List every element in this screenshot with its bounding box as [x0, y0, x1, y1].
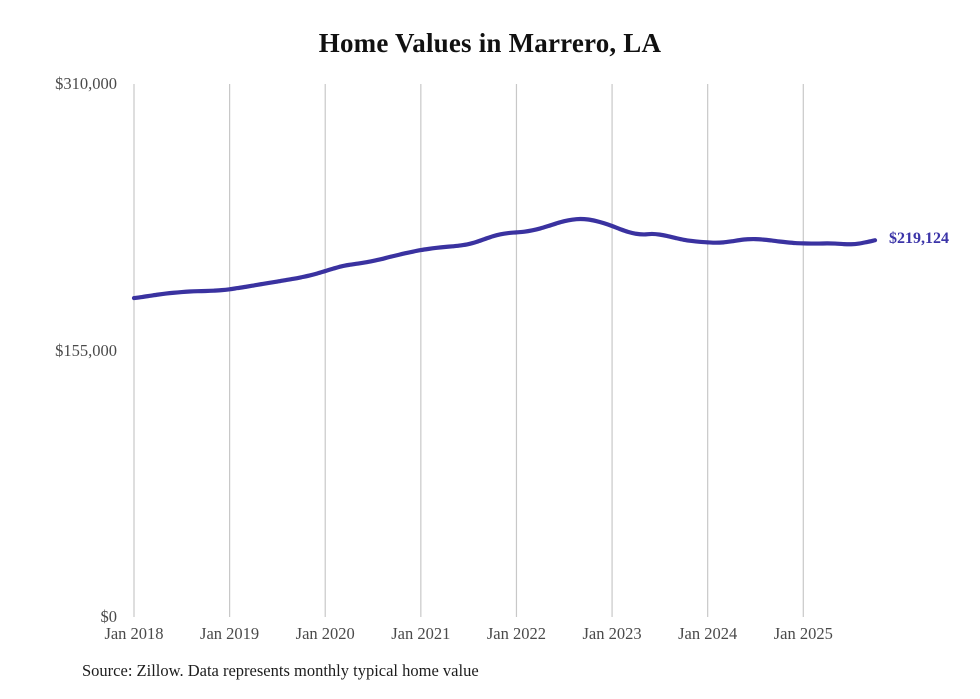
x-tick-label: Jan 2022: [486, 624, 546, 643]
x-tick-label: Jan 2018: [104, 624, 164, 643]
x-tick-label: Jan 2024: [678, 624, 738, 643]
y-tick-label: $310,000: [55, 74, 117, 93]
chart-title: Home Values in Marrero, LA: [318, 28, 662, 58]
x-tick-label: Jan 2019: [200, 624, 260, 643]
source-note: Source: Zillow. Data represents monthly …: [82, 661, 479, 680]
y-tick-label: $0: [100, 607, 118, 626]
end-value-label: $219,124: [889, 230, 949, 248]
x-tick-label: Jan 2020: [295, 624, 355, 643]
value-line-series: [131, 216, 878, 301]
x-tick-label: Jan 2023: [582, 624, 642, 643]
x-tick-label: Jan 2021: [391, 624, 451, 643]
x-gridlines: [133, 84, 804, 617]
y-tick-label: $155,000: [55, 340, 117, 360]
x-tick-label: Jan 2025: [773, 624, 833, 643]
